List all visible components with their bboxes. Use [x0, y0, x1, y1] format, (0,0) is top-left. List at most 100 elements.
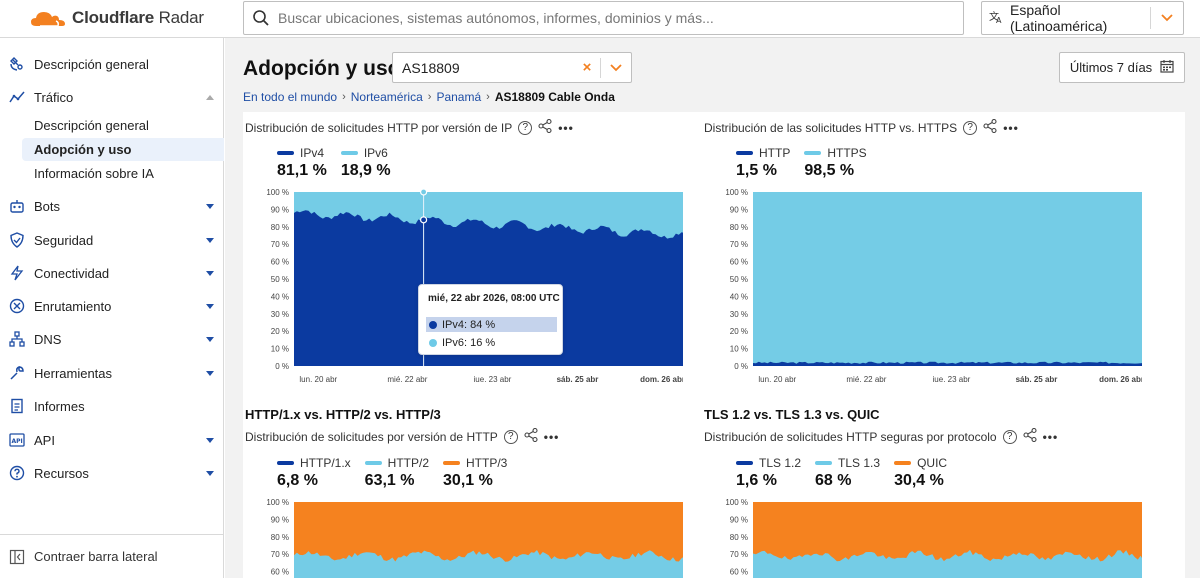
more-icon[interactable]: •••	[1042, 429, 1059, 444]
legend-item[interactable]: IPv6 18,9 %	[340, 146, 391, 180]
chevron-down-icon[interactable]	[1151, 14, 1183, 22]
chart-http-https[interactable]: 100 % 90 % 80 % 70 % 60 % 50 % 40 % 30 % 20 % 10 …	[702, 182, 1142, 382]
legend-label: HTTP/1.x	[300, 456, 351, 470]
asn-select[interactable]: AS18809 ×	[392, 52, 632, 83]
legend-item[interactable]: HTTP/3 30,1 %	[443, 456, 507, 490]
y-tick-label: 60 %	[271, 568, 289, 577]
breadcrumb-panama[interactable]: Panamá	[436, 90, 482, 104]
sidebar-item-api[interactable]: API API	[0, 427, 224, 453]
cloudflare-logo[interactable]: Cloudflare Radar	[30, 8, 204, 28]
help-icon[interactable]: ?	[963, 120, 978, 135]
breadcrumb: En todo el mundo › Norteamérica › Panamá…	[243, 90, 615, 104]
y-tick-label: 90 %	[730, 205, 748, 214]
sidebar-item-routing[interactable]: Enrutamiento	[0, 293, 224, 319]
legend-swatch	[804, 151, 822, 155]
help-icon	[0, 465, 34, 481]
date-range-button[interactable]: Últimos 7 días	[1059, 52, 1185, 83]
y-tick-label: 100 %	[725, 188, 748, 197]
sidebar-subitem-adoption[interactable]: Adopción y uso	[22, 138, 224, 161]
share-icon[interactable]	[538, 118, 552, 136]
card-description: Distribución de solicitudes por versión …	[245, 427, 560, 445]
sidebar-item-security[interactable]: Seguridad	[0, 227, 224, 253]
tooltip-row-ipv4: IPv4: 84 %	[426, 317, 557, 332]
card-title: HTTP/1.x vs. HTTP/2 vs. HTTP/3	[245, 407, 441, 422]
shield-icon	[0, 232, 34, 248]
chart-tooltip: mié, 22 abr 2026, 08:00 UTC IPv4: 84 % I…	[418, 284, 563, 355]
legend-label: IPv6	[363, 146, 388, 160]
robot-icon	[0, 198, 34, 214]
y-tick-label: 0 %	[734, 362, 748, 371]
series-area-http[interactable]	[753, 361, 1142, 366]
legend-item[interactable]: QUIC 30,4 %	[894, 456, 947, 490]
help-icon[interactable]: ?	[503, 429, 518, 444]
chart-http-version[interactable]: 100 % 90 % 80 % 70 % 60 %	[243, 492, 683, 578]
series-area-https[interactable]	[753, 192, 1142, 366]
more-icon[interactable]: •••	[543, 429, 560, 444]
x-tick-label: sáb, 25 abr	[557, 375, 599, 382]
share-icon[interactable]	[1023, 427, 1037, 445]
sidebar-item-tools[interactable]: Herramientas	[0, 360, 224, 386]
chevron-down-icon[interactable]	[196, 270, 224, 276]
calendar-icon	[1160, 59, 1174, 76]
legend-item[interactable]: HTTP/2 63,1 %	[364, 456, 429, 490]
card-description: Distribución de solicitudes HTTP por ver…	[245, 118, 574, 136]
sidebar-collapse-icon	[0, 549, 34, 565]
document-icon	[0, 398, 34, 414]
legend-label: HTTP	[759, 146, 791, 160]
sidebar-subitem-traffic-overview[interactable]: Descripción general	[34, 118, 149, 133]
chevron-down-icon[interactable]	[196, 470, 224, 476]
y-tick-label: 60 %	[271, 258, 289, 267]
sidebar-item-resources[interactable]: Recursos	[0, 460, 224, 486]
help-icon[interactable]: ?	[1002, 429, 1017, 444]
language-label: Español (Latinoamérica)	[1010, 2, 1108, 34]
legend-item[interactable]: TLS 1.3 68 %	[815, 456, 880, 490]
card-http-version: HTTP/1.x vs. HTTP/2 vs. HTTP/3 Distribuc…	[243, 402, 683, 578]
y-tick-label: 30 %	[271, 310, 289, 319]
chevron-right-icon: ›	[427, 91, 432, 103]
card-tls: TLS 1.2 vs. TLS 1.3 vs. QUIC Distribució…	[702, 402, 1142, 578]
legend-item[interactable]: HTTPS 98,5 %	[804, 146, 867, 180]
breadcrumb-current: AS18809 Cable Onda	[494, 90, 615, 104]
sidebar-item-reports[interactable]: Informes	[0, 393, 224, 419]
chevron-down-icon[interactable]	[196, 370, 224, 376]
chevron-down-icon[interactable]	[196, 303, 224, 309]
legend-item[interactable]: HTTP 1,5 %	[736, 146, 790, 180]
chevron-down-icon[interactable]	[196, 336, 224, 342]
share-icon[interactable]	[524, 427, 538, 445]
breadcrumb-worldwide[interactable]: En todo el mundo	[243, 90, 338, 104]
sidebar-subitem-ai-insights[interactable]: Información sobre IA	[34, 166, 154, 181]
chevron-down-icon[interactable]	[196, 437, 224, 443]
share-icon[interactable]	[983, 118, 997, 136]
lightning-icon	[0, 265, 34, 281]
chevron-down-icon[interactable]	[196, 237, 224, 243]
series-area-tls13[interactable]	[753, 549, 1142, 578]
search-input[interactable]	[278, 10, 938, 26]
sidebar-item-dns[interactable]: DNS	[0, 326, 224, 352]
legend-item[interactable]: IPv4 81,1 %	[277, 146, 327, 180]
chevron-down-icon[interactable]	[196, 203, 224, 209]
y-tick-label: 70 %	[271, 240, 289, 249]
search-box[interactable]	[243, 1, 964, 35]
sidebar-item-overview[interactable]: Descripción general	[0, 51, 224, 77]
legend-swatch	[815, 461, 833, 465]
chevron-right-icon: ›	[342, 91, 346, 103]
clear-icon[interactable]: ×	[582, 59, 592, 76]
sidebar-item-connectivity[interactable]: Conectividad	[0, 260, 224, 286]
more-icon[interactable]: •••	[558, 120, 574, 135]
chevron-up-icon[interactable]	[196, 94, 224, 100]
breadcrumb-north-america[interactable]: Norteamérica	[350, 90, 423, 104]
chart-tls[interactable]: 100 % 90 % 80 % 70 % 60 %	[702, 492, 1142, 578]
legend-item[interactable]: TLS 1.2 1,6 %	[736, 456, 801, 490]
chevron-down-icon[interactable]	[601, 63, 631, 72]
help-icon[interactable]: ?	[518, 120, 533, 135]
collapse-label: Contraer barra lateral	[34, 549, 158, 564]
legend-value: 30,1 %	[443, 472, 493, 489]
legend-item[interactable]: HTTP/1.x 6,8 %	[277, 456, 351, 490]
series-area-http2[interactable]	[294, 550, 683, 578]
divider	[1150, 7, 1151, 29]
more-icon[interactable]: •••	[1003, 120, 1019, 135]
sidebar-item-bots[interactable]: Bots	[0, 193, 224, 219]
sidebar-item-traffic[interactable]: Tráfico	[0, 84, 224, 110]
collapse-sidebar-button[interactable]: Contraer barra lateral	[0, 534, 224, 578]
